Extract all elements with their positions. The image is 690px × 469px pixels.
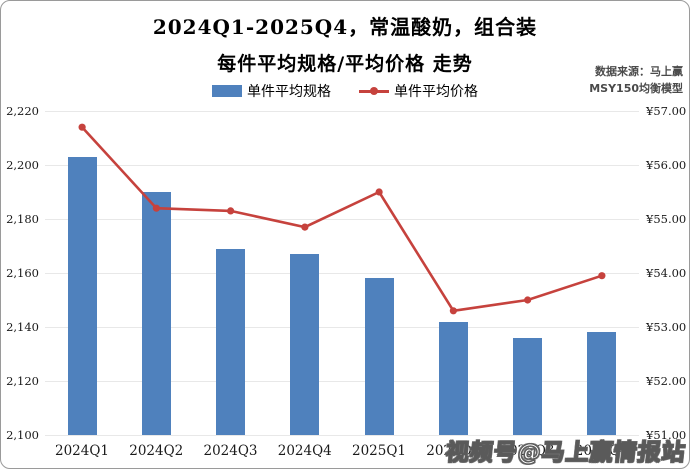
- y-axis-right-tick: ¥56.00: [646, 158, 687, 172]
- gridline: [45, 110, 639, 112]
- chart-title: 2024Q1-2025Q4，常温酸奶，组合装 每件平均规格/平均价格 走势: [1, 11, 689, 76]
- price-point-2024Q1: [78, 123, 86, 131]
- y-axis-left-tick: 2,180: [6, 212, 39, 226]
- x-axis-label-2025Q2: 2025Q2: [426, 443, 481, 459]
- gridline: [45, 164, 639, 166]
- price-point-2025Q2: [449, 307, 457, 315]
- price-point-2025Q3: [524, 296, 532, 304]
- x-axis-label-2024Q1: 2024Q1: [54, 443, 109, 459]
- x-axis-label-2024Q3: 2024Q3: [203, 443, 258, 459]
- y-axis-right-tick: ¥57.00: [646, 104, 687, 118]
- x-axis-line: [45, 435, 639, 436]
- y-axis-left-tick: 2,160: [6, 266, 39, 280]
- data-source-note: 数据来源：马上赢 MSY150均衡模型: [589, 63, 683, 97]
- gridline: [45, 380, 639, 382]
- y-axis-right-tick: ¥54.00: [646, 266, 687, 280]
- line-swatch-dot: [370, 87, 378, 95]
- y-axis-left-tick: 2,220: [6, 104, 39, 118]
- x-axis-label-2024Q2: 2024Q2: [129, 443, 184, 459]
- y-axis-right-tick: ¥52.00: [646, 374, 687, 388]
- price-point-2024Q4: [301, 223, 309, 231]
- bar-2025Q2: [438, 321, 468, 435]
- bar-2024Q1: [67, 156, 97, 435]
- bar-2024Q2: [141, 192, 171, 435]
- legend-item-spec: 单件平均规格: [212, 81, 331, 101]
- chart-title-line1: 2024Q1-2025Q4，常温酸奶，组合装: [152, 15, 538, 39]
- price-point-2025Q1: [375, 188, 383, 196]
- data-source-line2: MSY150均衡模型: [589, 82, 683, 95]
- price-point-2024Q3: [227, 207, 235, 215]
- y-axis-left-tick: 2,200: [6, 158, 39, 172]
- line-swatch-icon: [359, 85, 389, 97]
- x-axis-label-2025Q1: 2025Q1: [351, 443, 406, 459]
- price-line-layer: [78, 123, 606, 315]
- y-axis-left-tick: 2,120: [6, 374, 39, 388]
- legend-label-spec: 单件平均规格: [247, 84, 331, 100]
- price-point-2024Q2: [152, 204, 160, 212]
- data-source-line1: 数据来源：马上赢: [595, 65, 683, 78]
- price-point-2025Q4: [598, 272, 606, 280]
- legend: 单件平均规格 单件平均价格: [1, 81, 689, 101]
- gridline: [45, 272, 639, 274]
- watermark: 视频号@马上赢情报站: [444, 439, 688, 466]
- bar-2024Q3: [216, 248, 246, 435]
- x-axis-label-2025Q3: 2025Q3: [500, 443, 555, 459]
- bar-2025Q3: [513, 337, 543, 435]
- bar-2025Q4: [587, 332, 617, 435]
- bar-swatch-icon: [212, 85, 242, 97]
- gridline: [45, 326, 639, 328]
- y-axis-right-tick: ¥51.00: [646, 428, 687, 442]
- x-axis-label-2024Q4: 2024Q4: [277, 443, 332, 459]
- x-axis-label-2025Q4: 2025Q4: [574, 443, 629, 459]
- y-axis-left-tick: 2,100: [6, 428, 39, 442]
- gridline: [45, 218, 639, 220]
- bar-2025Q1: [364, 278, 394, 435]
- plot-area: 2,220 ¥57.00 2,200 ¥56.00 2,180 ¥55.00 2,160 ¥5…: [6, 104, 686, 459]
- y-axis-left-tick: 2,140: [6, 320, 39, 334]
- chart-title-line2: 每件平均规格/平均价格 走势: [217, 53, 473, 75]
- legend-item-price: 单件平均价格: [359, 81, 478, 101]
- bar-2024Q4: [290, 254, 320, 435]
- y-axis-right-tick: ¥53.00: [646, 320, 687, 334]
- gridline: [45, 434, 639, 436]
- legend-label-price: 单件平均价格: [394, 84, 478, 100]
- price-line: [81, 126, 603, 313]
- y-axis-right-tick: ¥55.00: [646, 212, 687, 226]
